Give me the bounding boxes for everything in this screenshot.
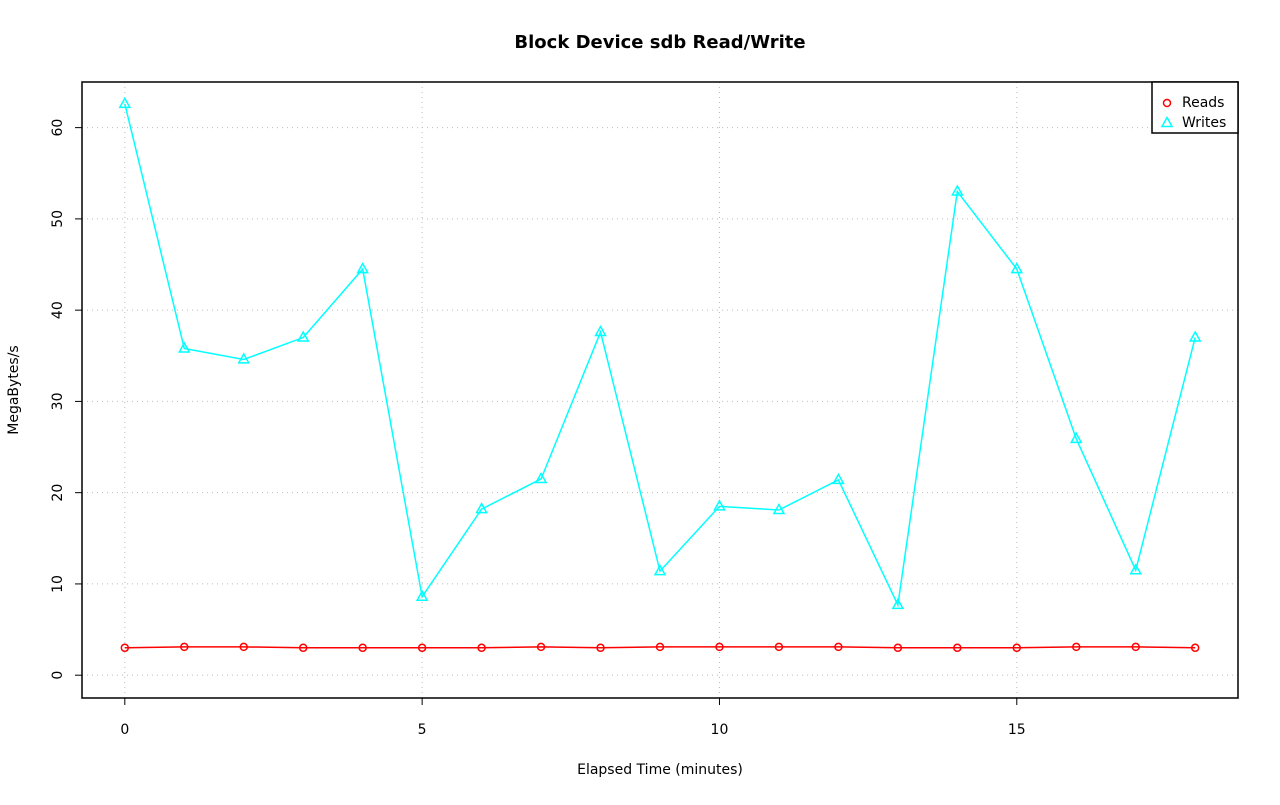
marker [298,643,308,653]
marker [1131,642,1140,652]
marker [1010,262,1024,274]
marker [356,262,369,274]
y-tick-label: 40 [50,301,66,319]
marker [713,499,726,511]
series-line [124,646,1196,649]
marker [118,96,132,109]
y-tick-label: 60 [50,119,66,137]
marker [772,502,786,515]
x-tick-label: 10 [711,722,729,738]
marker [120,643,130,653]
y-tick-label: 50 [50,210,66,228]
marker [596,643,605,653]
marker [475,502,488,514]
legend-label: Writes [1182,115,1226,131]
x-axis-label: Elapsed Time (minutes) [577,762,743,778]
legend-marker [1162,98,1172,108]
legend-label: Reads [1182,95,1224,111]
marker [893,643,903,653]
marker [1190,643,1200,653]
y-tick-label: 10 [50,575,66,593]
marker [1012,643,1022,653]
legend-box [1151,81,1239,134]
marker [1188,330,1202,342]
y-tick-label: 0 [50,671,66,680]
y-axis-label: MegaBytes/s [6,345,22,434]
marker [415,589,429,601]
marker [237,352,251,364]
marker [178,341,191,353]
x-tick-label: 5 [418,722,427,738]
chart-title: Block Device sdb Read/Write [514,32,805,53]
marker [715,642,724,652]
marker [536,642,546,652]
marker [953,643,962,653]
marker [534,471,548,484]
x-tick-label: 15 [1008,722,1026,738]
legend-marker [1160,115,1174,128]
marker [951,184,964,196]
marker [477,643,486,653]
plot-frame [81,81,1239,699]
marker [1129,563,1142,575]
marker [180,642,189,652]
series-line [124,103,1196,608]
marker [594,325,607,337]
marker [891,597,905,610]
y-tick-label: 20 [50,484,66,502]
y-tick-label: 30 [50,392,66,410]
marker [1069,431,1083,444]
marker [832,472,845,485]
marker [1072,642,1081,652]
marker [834,642,843,652]
marker [655,642,665,652]
marker [653,564,667,576]
marker [358,643,367,653]
marker [417,643,427,653]
marker [774,642,784,652]
marker [296,330,310,342]
marker [239,642,248,652]
x-tick-label: 0 [120,722,129,738]
